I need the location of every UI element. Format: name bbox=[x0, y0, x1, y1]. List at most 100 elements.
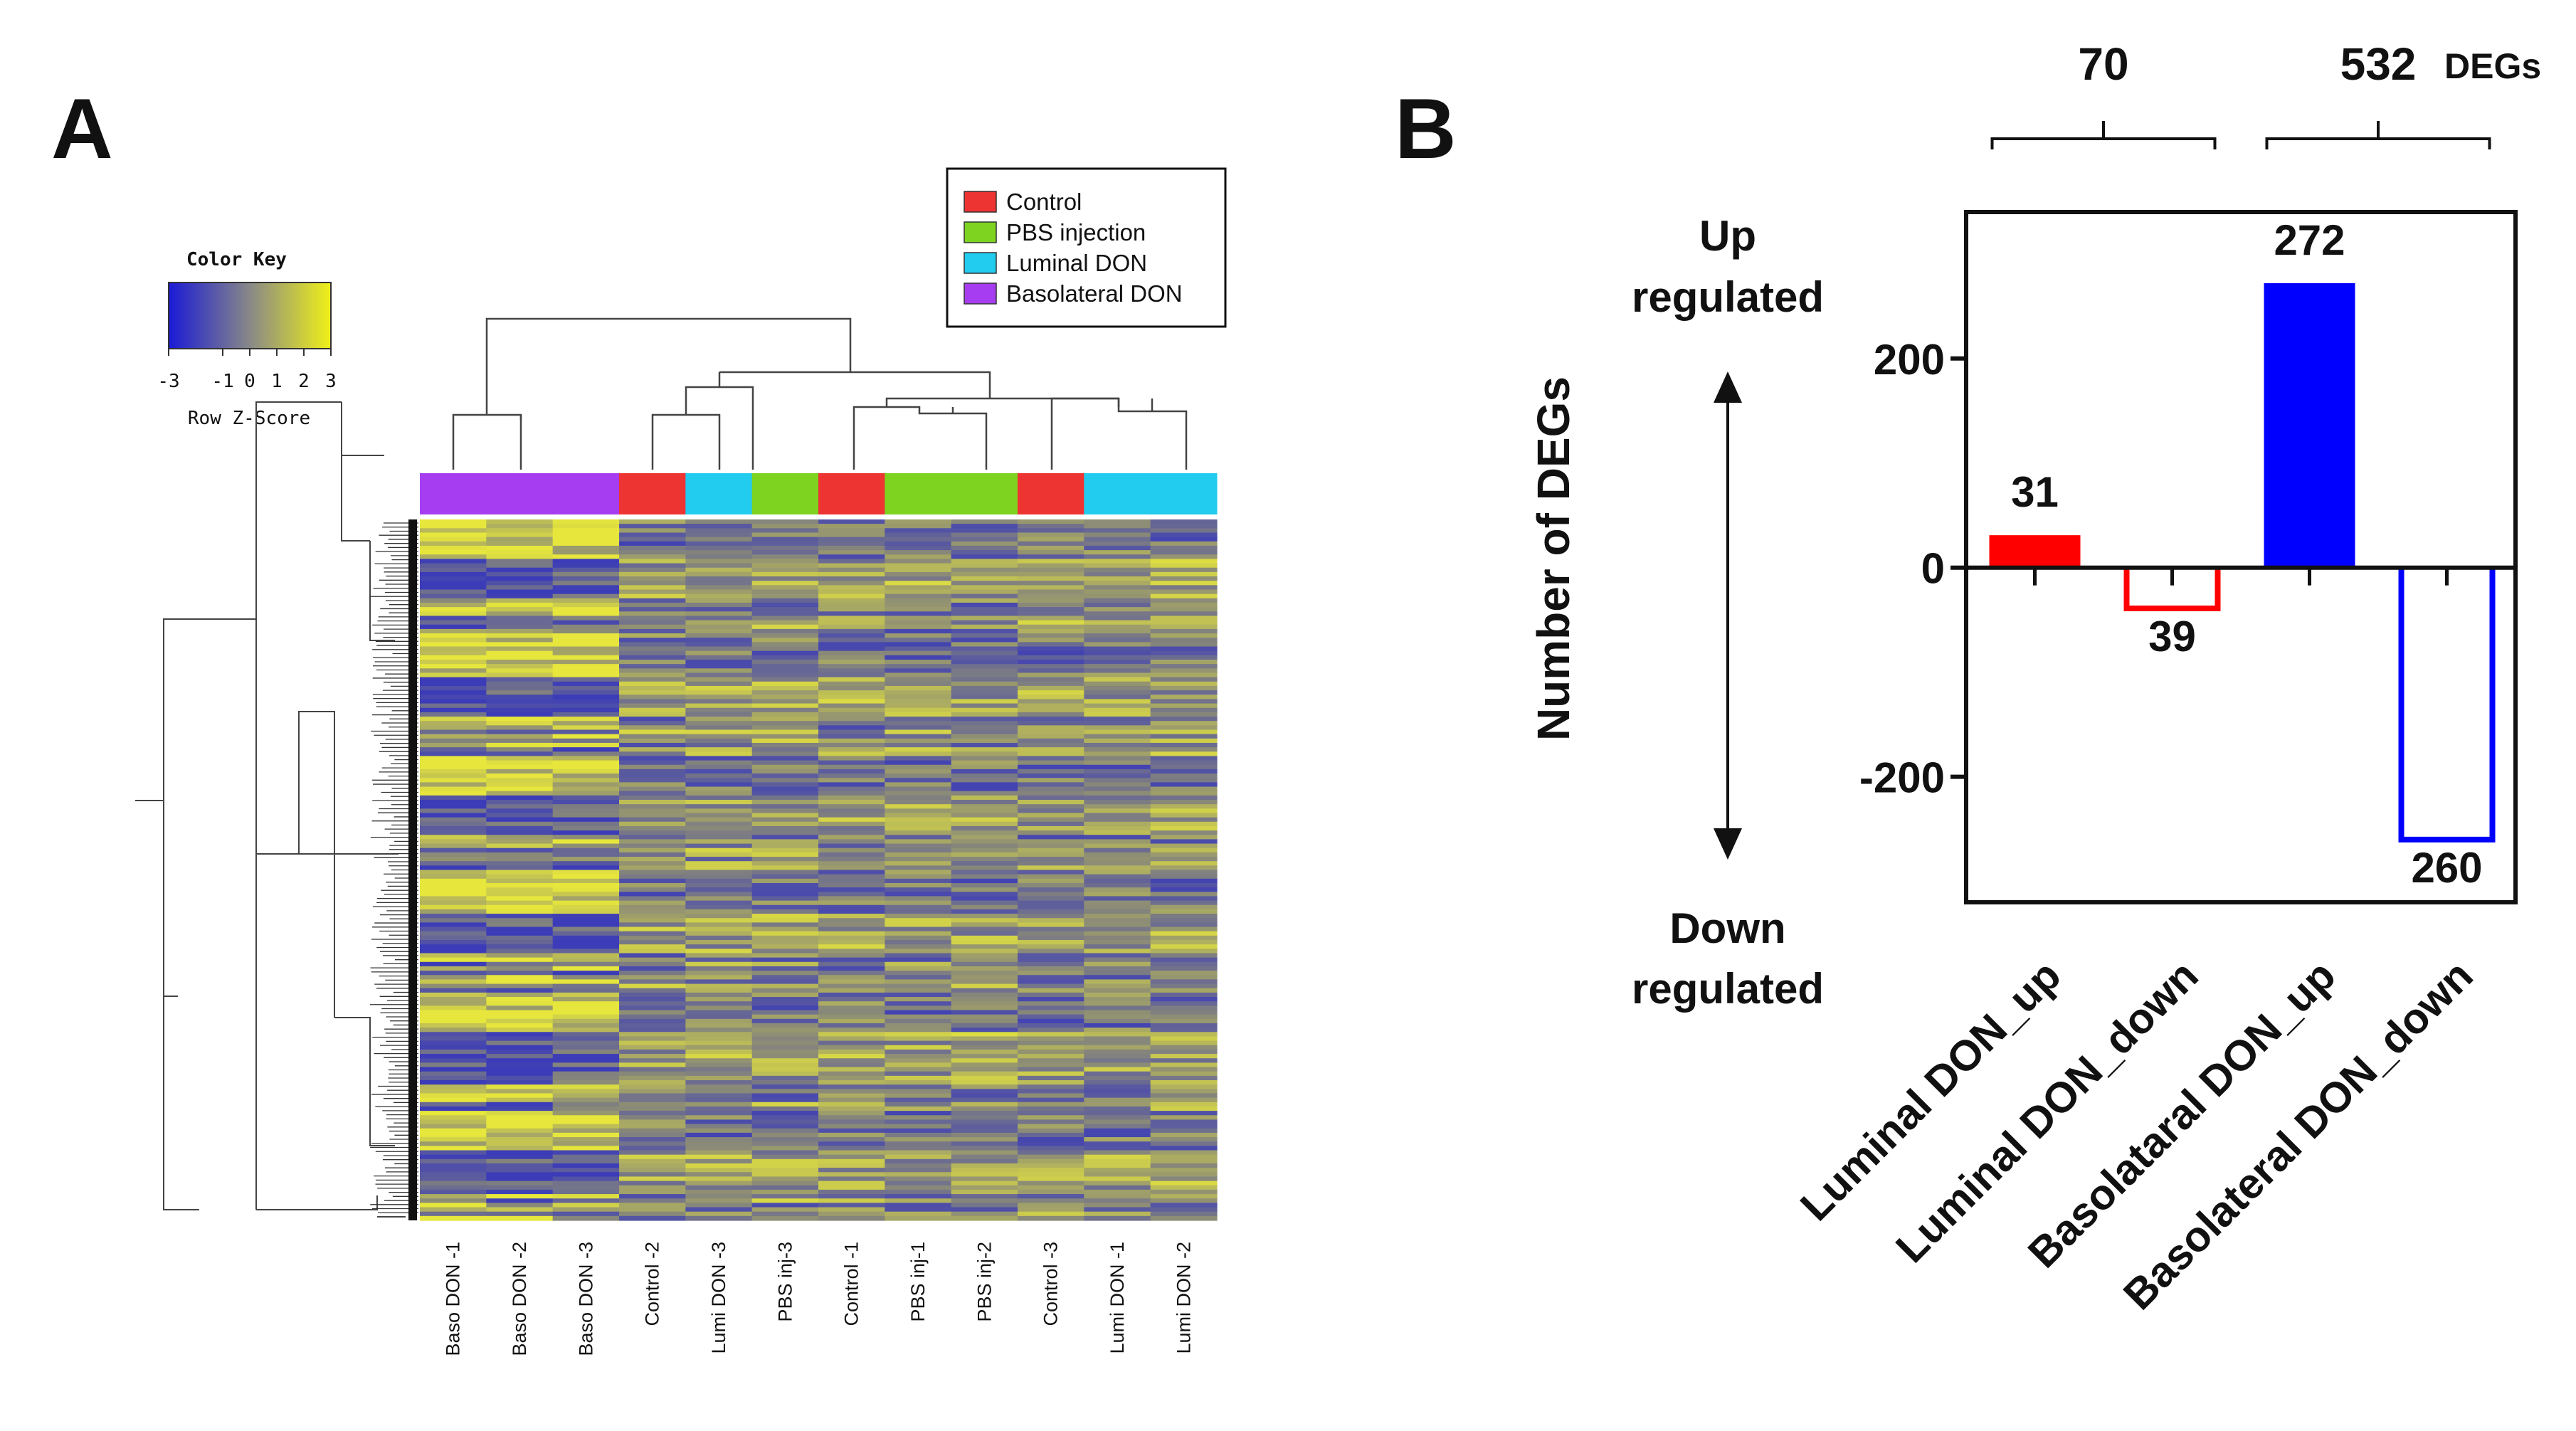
heatmap-cell bbox=[951, 882, 1018, 888]
row-dendrogram-branch bbox=[135, 800, 199, 1210]
heatmap-cell bbox=[685, 1058, 753, 1063]
group-color-cell bbox=[420, 473, 487, 514]
heatmap-cell bbox=[751, 624, 819, 630]
heatmap-cell bbox=[685, 1172, 753, 1178]
heatmap-cell bbox=[818, 1080, 885, 1085]
heatmap-cell bbox=[1084, 1010, 1151, 1015]
heatmap-cell bbox=[1018, 725, 1084, 731]
heatmap-cell bbox=[818, 1093, 885, 1099]
heatmap-cell bbox=[1150, 756, 1218, 761]
legend-swatch bbox=[964, 221, 997, 243]
heatmap-cell bbox=[751, 672, 819, 678]
heatmap-cell bbox=[818, 1189, 885, 1195]
heatmap-cell bbox=[619, 953, 686, 959]
heatmap-cell bbox=[1018, 830, 1084, 835]
heatmap-cell bbox=[552, 918, 620, 923]
heatmap-cell bbox=[619, 1211, 686, 1217]
heatmap-cell bbox=[751, 931, 819, 936]
heatmap-cell bbox=[552, 616, 620, 621]
heatmap-cell bbox=[885, 541, 952, 546]
heatmap-cell bbox=[420, 1172, 487, 1178]
heatmap-cell bbox=[486, 935, 554, 941]
group-total-label: 70 bbox=[2078, 38, 2128, 90]
heatmap-cell bbox=[1018, 642, 1084, 648]
legend-label: Luminal DON bbox=[1006, 250, 1147, 276]
heatmap-cell bbox=[1150, 1080, 1218, 1085]
heatmap-cell bbox=[1018, 1097, 1084, 1103]
heatmap-cell bbox=[1150, 528, 1218, 534]
heatmap-cell bbox=[420, 1168, 487, 1173]
heatmap-cell bbox=[1018, 813, 1084, 818]
heatmap-cell bbox=[818, 949, 885, 954]
heatmap-cell bbox=[818, 857, 885, 862]
heatmap-cell bbox=[1018, 554, 1084, 560]
heatmap-cell bbox=[1084, 1036, 1151, 1042]
heatmap-cell bbox=[1018, 966, 1084, 971]
heatmap-cell bbox=[818, 1185, 885, 1190]
heatmap-cell bbox=[420, 668, 487, 674]
heatmap-cell bbox=[1018, 571, 1084, 577]
heatmap-cell bbox=[619, 839, 686, 845]
heatmap-cell bbox=[1018, 892, 1084, 897]
heatmap-cell bbox=[619, 1124, 686, 1129]
heatmap-cell bbox=[1150, 997, 1218, 1002]
heatmap-cell bbox=[420, 532, 487, 538]
heatmap-cell bbox=[818, 742, 885, 748]
heatmap-cell bbox=[486, 695, 554, 700]
heatmap-cell bbox=[1084, 581, 1151, 586]
heatmap-cell bbox=[486, 1128, 554, 1134]
heatmap-cell bbox=[552, 825, 620, 831]
heatmap-cell bbox=[1084, 835, 1151, 840]
heatmap-cell bbox=[1084, 1158, 1151, 1164]
heatmap-cell bbox=[1150, 944, 1218, 949]
heatmap-cell bbox=[486, 830, 554, 835]
heatmap-cell bbox=[751, 738, 819, 744]
heatmap-cell bbox=[486, 1067, 554, 1072]
heatmap-cell bbox=[951, 1005, 1018, 1011]
heatmap-cell bbox=[1018, 1128, 1084, 1134]
heatmap-cell bbox=[619, 624, 686, 630]
heatmap-cell bbox=[486, 541, 554, 546]
heatmap-cell bbox=[751, 773, 819, 778]
heatmap-cell bbox=[420, 567, 487, 573]
legend-swatch bbox=[964, 282, 997, 305]
heatmap-cell bbox=[1018, 904, 1084, 910]
heatmap-cell bbox=[619, 646, 686, 652]
heatmap-cell bbox=[951, 528, 1018, 534]
heatmap-cell bbox=[1018, 804, 1084, 809]
heatmap-cell bbox=[885, 725, 952, 731]
heatmap-cell bbox=[885, 835, 952, 840]
heatmap-cell bbox=[685, 554, 753, 560]
color-key-tick-label: 2 bbox=[298, 371, 310, 392]
row-dendrogram bbox=[135, 401, 418, 1220]
heatmap-cell bbox=[552, 896, 620, 902]
heatmap-cell bbox=[619, 1097, 686, 1103]
heatmap-cell bbox=[751, 966, 819, 971]
heatmap-cell bbox=[951, 747, 1018, 752]
heatmap-cell bbox=[1084, 717, 1151, 722]
heatmap-cell bbox=[818, 1023, 885, 1028]
heatmap-cell bbox=[1150, 975, 1218, 981]
heatmap-cell bbox=[619, 983, 686, 989]
heatmap-cell bbox=[885, 1106, 952, 1111]
heatmap-cell bbox=[619, 681, 686, 687]
heatmap-cell bbox=[552, 611, 620, 617]
heatmap-cell bbox=[1018, 918, 1084, 923]
heatmap-cell bbox=[1018, 882, 1084, 888]
sample-label: Control -2 bbox=[642, 1242, 663, 1326]
heatmap-cell bbox=[619, 800, 686, 805]
heatmap-cell bbox=[1018, 997, 1084, 1002]
color-key-tick-label: 0 bbox=[244, 371, 255, 392]
heatmap-cell bbox=[885, 1207, 952, 1213]
heatmap-cell bbox=[1018, 1185, 1084, 1190]
heatmap-cell bbox=[751, 581, 819, 586]
heatmap-cell bbox=[751, 1158, 819, 1164]
heatmap-cell bbox=[619, 581, 686, 586]
heatmap-cell bbox=[818, 1102, 885, 1107]
heatmap-cell bbox=[552, 852, 620, 857]
heatmap-cell bbox=[818, 541, 885, 546]
heatmap-cell bbox=[818, 545, 885, 551]
heatmap-cell bbox=[1084, 1040, 1151, 1046]
heatmap-cell bbox=[685, 817, 753, 823]
heatmap-cell bbox=[685, 717, 753, 722]
